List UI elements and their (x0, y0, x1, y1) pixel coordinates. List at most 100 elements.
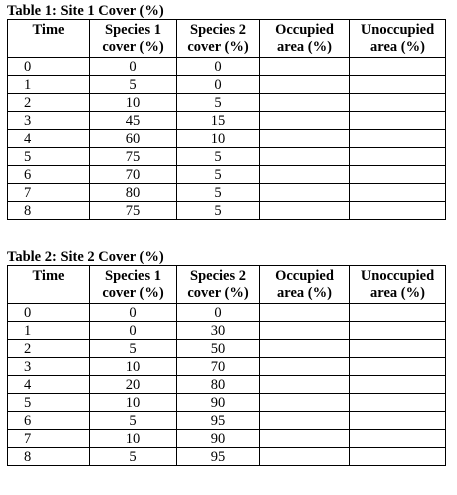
table-cell[interactable] (259, 93, 350, 112)
table-cell[interactable] (259, 429, 350, 448)
table-cell: 2 (7, 93, 90, 112)
table-row: 7 80 5 (7, 183, 446, 202)
table1-header-0-line-0: Time (32, 22, 65, 38)
table-cell: 7 (7, 429, 90, 448)
table-cell: 3 (7, 357, 90, 376)
table-cell: 0 (89, 321, 177, 340)
table-cell[interactable] (349, 147, 446, 166)
table-cell[interactable] (349, 183, 446, 202)
table-cell: 5 (176, 201, 260, 220)
table-row: 4 20 80 (7, 375, 446, 394)
table1-header-0: Time (7, 19, 90, 58)
table-cell: 6 (7, 165, 90, 184)
table-1-caption: Table 1: Site 1 Cover (%) (7, 3, 164, 19)
table-cell[interactable] (349, 57, 446, 76)
table-cell[interactable] (259, 147, 350, 166)
table-cell: 0 (176, 303, 260, 322)
table-cell: 5 (176, 147, 260, 166)
table-cell[interactable] (259, 447, 350, 466)
table-cell[interactable] (259, 75, 350, 94)
table-cell[interactable] (349, 129, 446, 148)
table-cell[interactable] (349, 339, 446, 358)
table-cell: 5 (7, 393, 90, 412)
table1-header-1-line-0: Species 1 (105, 22, 161, 38)
table-cell[interactable] (259, 303, 350, 322)
table-cell[interactable] (349, 393, 446, 412)
table-2-caption: Table 2: Site 2 Cover (%) (7, 249, 164, 265)
table-cell[interactable] (259, 57, 350, 76)
table-cell[interactable] (259, 111, 350, 130)
table-1-header-row: Time Species 1 cover (%) Species 2 cover (%)… (7, 19, 446, 58)
table-cell: 15 (176, 111, 260, 130)
table-cell: 10 (89, 357, 177, 376)
table-1: Time Species 1 cover (%) Species 2 cover (%)… (7, 19, 446, 220)
table-cell[interactable] (259, 165, 350, 184)
table-cell[interactable] (259, 339, 350, 358)
table-cell: 75 (89, 147, 177, 166)
table-row: 5 10 90 (7, 393, 446, 412)
table-cell[interactable] (349, 75, 446, 94)
table-cell[interactable] (349, 201, 446, 220)
table-cell[interactable] (349, 411, 446, 430)
table-cell: 45 (89, 111, 177, 130)
table-cell: 5 (176, 165, 260, 184)
table2-header-0-line-0: Time (32, 268, 65, 284)
table-cell: 0 (176, 57, 260, 76)
table-cell[interactable] (349, 447, 446, 466)
table-cell: 8 (7, 201, 90, 220)
table-cell[interactable] (349, 357, 446, 376)
table-cell[interactable] (259, 411, 350, 430)
table-cell: 5 (176, 183, 260, 202)
table2-header-3-line-1: area (%) (277, 285, 332, 301)
table1-header-1: Species 1 cover (%) (89, 19, 177, 58)
table-cell: 70 (176, 357, 260, 376)
table-cell[interactable] (259, 375, 350, 394)
table-cell: 5 (7, 147, 90, 166)
table1-header-3-line-1: area (%) (277, 39, 332, 55)
table1-header-1-line-1: cover (%) (102, 39, 164, 55)
table-cell: 95 (176, 411, 260, 430)
table2-header-4-line-0: Unoccupied (360, 268, 435, 284)
table-row: 8 5 95 (7, 447, 446, 466)
table-cell: 70 (89, 165, 177, 184)
table-row: 6 70 5 (7, 165, 446, 184)
table-cell: 0 (7, 57, 90, 76)
table-cell: 75 (89, 201, 177, 220)
table2-header-1-line-1: cover (%) (102, 285, 164, 301)
table-cell: 5 (176, 93, 260, 112)
table-2: Time Species 1 cover (%) Species 2 cover (%)… (7, 265, 446, 466)
table-cell[interactable] (259, 393, 350, 412)
table-cell: 0 (176, 75, 260, 94)
table-cell: 95 (176, 447, 260, 466)
table2-header-0: Time (7, 265, 90, 304)
table1-header-3: Occupied area (%) (259, 19, 350, 58)
table1-header-2-line-1: cover (%) (187, 39, 249, 55)
table-cell[interactable] (349, 303, 446, 322)
table-row: 5 75 5 (7, 147, 446, 166)
table-cell[interactable] (259, 183, 350, 202)
table2-header-1: Species 1 cover (%) (89, 265, 177, 304)
table-cell[interactable] (259, 201, 350, 220)
table-row: 2 5 50 (7, 339, 446, 358)
table-cell: 10 (89, 93, 177, 112)
table-cell: 6 (7, 411, 90, 430)
table-cell: 10 (89, 393, 177, 412)
table2-header-1-line-0: Species 1 (105, 268, 161, 284)
table-cell[interactable] (349, 165, 446, 184)
table-cell[interactable] (349, 429, 446, 448)
table-cell: 80 (176, 375, 260, 394)
table-cell[interactable] (349, 93, 446, 112)
table-cell[interactable] (349, 321, 446, 340)
table-cell[interactable] (259, 129, 350, 148)
table-cell[interactable] (259, 321, 350, 340)
table2-header-2: Species 2 cover (%) (176, 265, 260, 304)
table2-header-4-line-1: area (%) (370, 285, 425, 301)
table-cell[interactable] (259, 357, 350, 376)
table-cell: 5 (89, 411, 177, 430)
table-cell[interactable] (349, 375, 446, 394)
table-cell[interactable] (349, 111, 446, 130)
table-cell: 10 (89, 429, 177, 448)
